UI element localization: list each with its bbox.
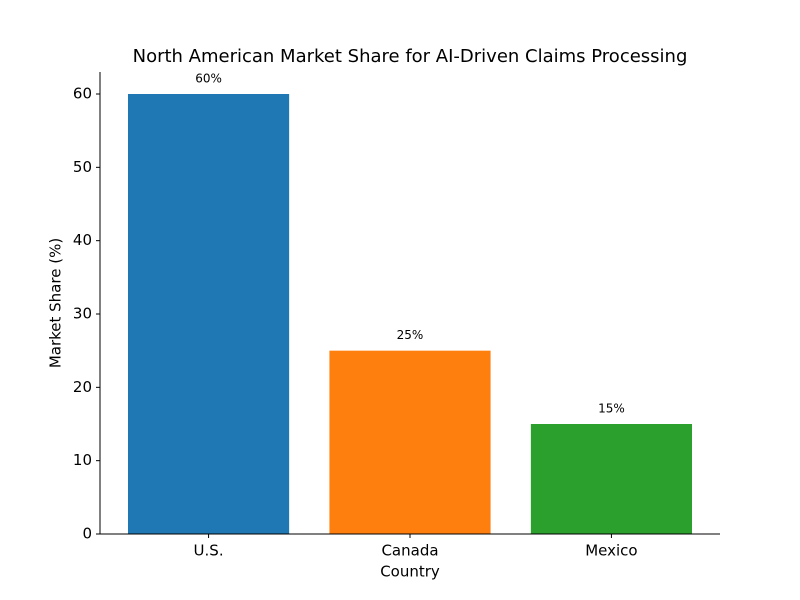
value-label: 60% bbox=[195, 72, 222, 86]
x-tick-label: U.S. bbox=[194, 542, 224, 560]
y-tick-label: 30 bbox=[73, 305, 92, 323]
x-tick-label: Canada bbox=[381, 542, 438, 560]
y-tick-label: 10 bbox=[73, 451, 92, 469]
y-tick-label: 50 bbox=[73, 158, 92, 176]
value-label: 15% bbox=[598, 402, 625, 416]
x-axis-label: Country bbox=[380, 563, 440, 581]
bar bbox=[530, 424, 693, 534]
bar bbox=[329, 350, 491, 534]
chart-title: North American Market Share for AI-Drive… bbox=[133, 46, 688, 67]
bar bbox=[127, 94, 290, 534]
y-tick-label: 60 bbox=[73, 85, 92, 103]
x-tick-label: Mexico bbox=[585, 542, 637, 560]
y-tick-label: 40 bbox=[73, 231, 92, 249]
y-tick-label: 20 bbox=[73, 378, 92, 396]
y-axis-label: Market Share (%) bbox=[47, 238, 65, 368]
y-tick-label: 0 bbox=[82, 525, 92, 543]
value-label: 25% bbox=[397, 328, 424, 342]
